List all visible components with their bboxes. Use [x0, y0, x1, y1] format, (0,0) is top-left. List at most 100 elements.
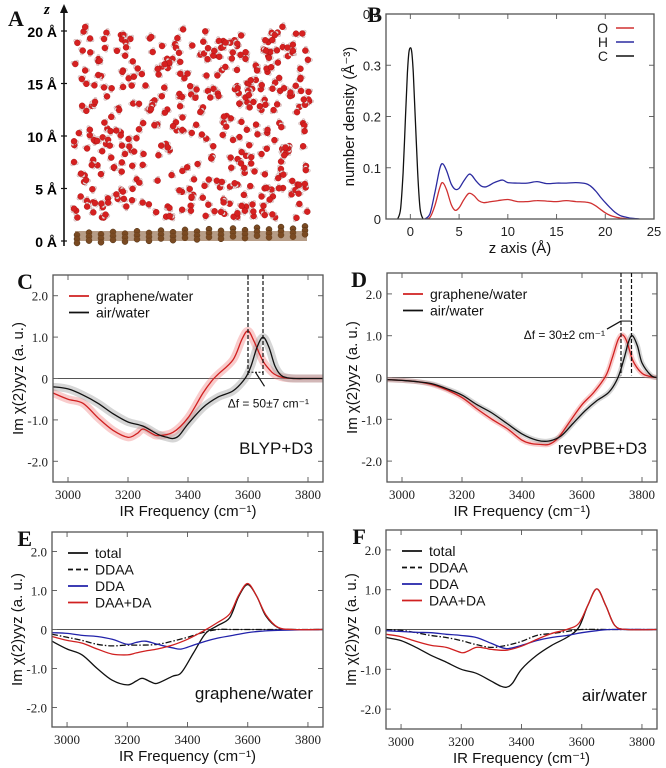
- water-molecule: [253, 65, 262, 74]
- water-molecule: [177, 126, 186, 135]
- oxygen-atom: [204, 44, 212, 52]
- oxygen-atom: [302, 47, 309, 54]
- oxygen-atom: [240, 191, 248, 199]
- water-molecule: [88, 207, 97, 216]
- oxygen-atom: [262, 37, 269, 44]
- oxygen-atom: [269, 211, 276, 218]
- oxygen-atom: [281, 152, 288, 159]
- water-molecule: [81, 65, 90, 74]
- oxygen-atom: [128, 197, 136, 204]
- oxygen-atom: [70, 138, 78, 145]
- water-molecule: [199, 50, 208, 59]
- oxygen-atom: [136, 179, 143, 186]
- oxygen-atom: [241, 207, 249, 214]
- water-molecule: [295, 181, 305, 190]
- water-molecule: [169, 122, 178, 132]
- water-molecule: [244, 102, 253, 111]
- y-tick-label: 2.0: [32, 289, 48, 304]
- water-molecule: [112, 45, 122, 55]
- water-molecule: [101, 44, 110, 53]
- y-axis-label: number density (Å⁻³): [341, 47, 358, 187]
- water-molecule: [246, 158, 255, 168]
- oxygen-atom: [176, 103, 184, 110]
- oxygen-atom: [275, 185, 283, 192]
- water-molecule: [236, 158, 245, 167]
- oxygen-atom: [202, 28, 209, 35]
- oxygen-atom: [166, 212, 173, 220]
- water-molecule: [304, 56, 313, 65]
- water-molecule: [129, 71, 139, 80]
- water-molecule: [234, 208, 243, 217]
- oxygen-atom: [190, 176, 198, 183]
- water-molecule: [81, 106, 90, 115]
- oxygen-atom: [220, 113, 228, 120]
- water-molecule: [69, 204, 78, 214]
- series-line-air-water: [53, 336, 323, 440]
- water-molecule: [136, 178, 145, 187]
- water-molecule: [249, 97, 258, 106]
- x-tick-label: 0: [407, 224, 414, 239]
- legend-label: total: [95, 545, 121, 561]
- oxygen-atom: [289, 41, 297, 48]
- oxygen-atom: [200, 38, 207, 45]
- water-molecule: [239, 164, 249, 173]
- oxygen-atom: [77, 193, 84, 200]
- series-line-air-water: [387, 334, 657, 443]
- oxygen-atom: [134, 65, 141, 72]
- oxygen-atom: [289, 47, 297, 55]
- oxygen-atom: [284, 44, 291, 51]
- water-molecule: [103, 28, 112, 37]
- oxygen-atom: [82, 176, 90, 184]
- oxygen-atom: [108, 113, 115, 121]
- y-tick-label: 2.0: [31, 545, 47, 560]
- water-molecule: [267, 63, 277, 72]
- oxygen-atom: [121, 150, 129, 158]
- water-molecule: [104, 199, 113, 208]
- oxygen-atom: [205, 176, 212, 183]
- panel-e: E 3000 3200 3400 3600 3800 -2.0 -1.0 0 1.0 2.0 IR F…: [9, 526, 324, 765]
- water-molecule: [274, 183, 283, 192]
- oxygen-atom: [177, 70, 184, 77]
- water-molecule: [289, 47, 298, 56]
- oxygen-atom: [236, 100, 243, 107]
- water-molecule: [205, 176, 214, 185]
- water-molecule: [232, 65, 241, 74]
- oxygen-atom: [115, 106, 123, 114]
- shift-pointer-arrow-icon: [606, 320, 622, 330]
- water-molecule: [273, 99, 282, 108]
- water-molecule: [158, 41, 167, 50]
- oxygen-atom: [193, 86, 200, 93]
- oxygen-atom: [126, 143, 133, 150]
- water-molecules: [69, 22, 314, 223]
- oxygen-atom: [237, 160, 245, 167]
- water-molecule: [262, 143, 271, 152]
- water-molecule: [89, 80, 98, 89]
- oxygen-atom: [88, 161, 95, 169]
- water-molecule: [198, 192, 207, 201]
- water-molecule: [88, 161, 97, 170]
- water-molecule: [174, 187, 183, 196]
- water-molecule: [221, 63, 230, 72]
- water-molecule: [260, 169, 269, 178]
- oxygen-atom: [238, 118, 245, 126]
- oxygen-atom: [246, 142, 253, 149]
- water-molecule: [299, 29, 308, 39]
- oxygen-atom: [161, 109, 169, 116]
- water-molecule: [299, 126, 308, 136]
- oxygen-atom: [169, 122, 177, 130]
- plot-frame: [386, 272, 658, 483]
- x-tick-label: 5: [455, 224, 462, 239]
- oxygen-atom: [135, 100, 143, 107]
- water-molecule: [296, 86, 305, 95]
- oxygen-atom: [118, 142, 126, 149]
- water-molecule: [139, 161, 148, 170]
- panel-annotation: revPBE+D3: [558, 439, 647, 458]
- oxygen-atom: [183, 164, 191, 171]
- oxygen-atom: [271, 31, 278, 39]
- water-molecule: [106, 153, 115, 162]
- oxygen-atom: [274, 59, 282, 66]
- water-molecule: [299, 143, 308, 152]
- y-tick-label: -2.0: [361, 454, 382, 469]
- water-molecule: [286, 190, 295, 199]
- water-molecule: [192, 121, 201, 130]
